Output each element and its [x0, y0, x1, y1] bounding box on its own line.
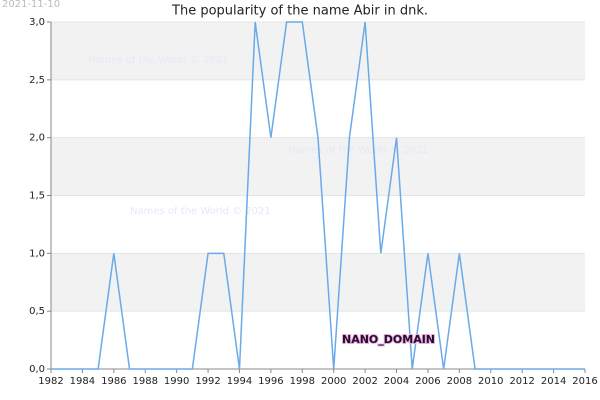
- x-tick-label: 1998: [290, 376, 315, 387]
- watermark: Names of the World © 2021: [288, 145, 429, 156]
- line: [51, 21, 585, 370]
- x-tick-label: 2012: [509, 376, 534, 387]
- x-tick-label: 1982: [38, 376, 63, 387]
- x-tick-label: 1984: [70, 376, 95, 387]
- x-tick-label: 2004: [384, 376, 409, 387]
- y-tick-label: 0,5: [29, 306, 45, 317]
- x-tick-label: 2016: [572, 376, 597, 387]
- x-tick-label: 2014: [541, 376, 566, 387]
- x-tick-label: 1992: [195, 376, 220, 387]
- x-tick-label: 2002: [352, 376, 377, 387]
- y-tick-label: 1,0: [29, 248, 45, 259]
- x-tick-label: 1994: [227, 376, 252, 387]
- x-tick-label: 1986: [101, 376, 126, 387]
- watermark: Names of the World © 2021: [130, 206, 271, 217]
- x-tick-label: 2010: [478, 376, 503, 387]
- grid-band: [51, 22, 585, 80]
- x-tick-label: 2008: [447, 376, 472, 387]
- stamp: NANO_DOMAIN: [342, 333, 435, 346]
- chart-title: The popularity of the name Abir in dnk.: [171, 4, 428, 19]
- x-tick-label: 1996: [258, 376, 283, 387]
- y-tick-label: 3,0: [29, 17, 45, 28]
- x-tick-label: 1990: [164, 376, 189, 387]
- x-tick-label: 2006: [415, 376, 440, 387]
- y-tick-label: 2,5: [29, 75, 45, 86]
- y-tick-label: 2,0: [29, 133, 45, 144]
- y-tick-label: 0,0: [29, 364, 45, 375]
- y-tick-label: 1,5: [29, 191, 45, 202]
- date-stamp: 2021-11-10: [2, 0, 60, 10]
- grid-band: [51, 253, 585, 312]
- watermark: Names of the World © 2021: [88, 55, 229, 66]
- x-tick-label: 1988: [133, 376, 158, 387]
- x-tick-label: 2000: [321, 376, 346, 387]
